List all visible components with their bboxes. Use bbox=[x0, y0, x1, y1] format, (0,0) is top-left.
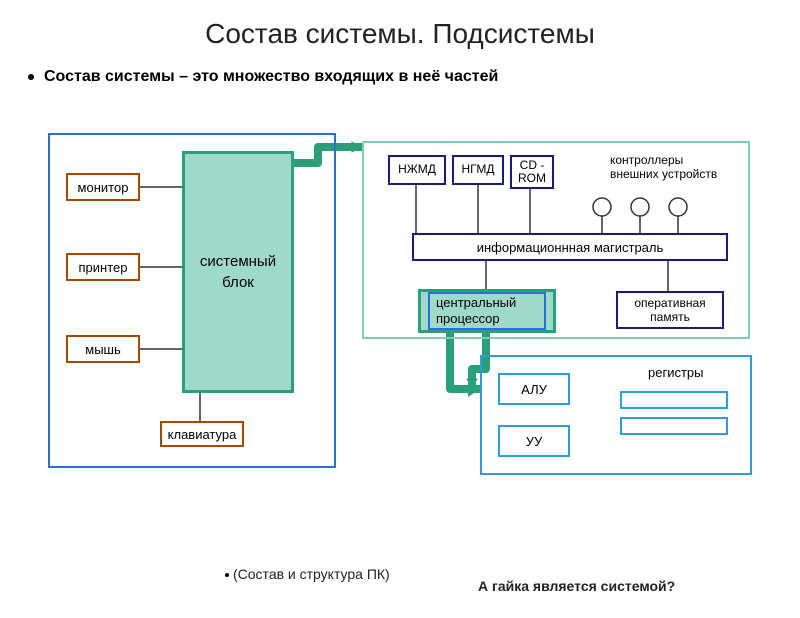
slide-subtitle: Состав системы – это множество входящих … bbox=[28, 68, 800, 86]
alu-block: АЛУ bbox=[498, 373, 570, 405]
registers-label: регистры bbox=[648, 365, 704, 380]
storage-device: НГМД bbox=[452, 155, 504, 185]
control-unit-block: УУ bbox=[498, 425, 570, 457]
peripheral-box: монитор bbox=[66, 173, 140, 201]
controllers-label: контроллерывнешних устройств bbox=[610, 153, 717, 182]
ram-block: оперативнаяпамять bbox=[616, 291, 724, 329]
bullet-icon bbox=[225, 573, 229, 577]
peripheral-box: принтер bbox=[66, 253, 140, 281]
slide-title: Состав системы. Подсистемы bbox=[0, 18, 800, 50]
bullet-icon bbox=[28, 74, 34, 80]
footnote-left: (Состав и структура ПК) bbox=[225, 566, 390, 582]
system-block: системныйблок bbox=[182, 151, 294, 393]
peripheral-box: клавиатура bbox=[160, 421, 244, 447]
register-box bbox=[620, 417, 728, 435]
info-bus: информационнная магистраль bbox=[412, 233, 728, 261]
diagram-canvas: монитор принтер мышь клавиатура системныйбло… bbox=[0, 133, 800, 553]
cpu-block: центральныйпроцессор bbox=[418, 289, 556, 333]
footnote-right: А гайка является системой? bbox=[478, 578, 675, 594]
peripheral-box: мышь bbox=[66, 335, 140, 363]
subtitle-text: Состав системы – это множество входящих … bbox=[44, 68, 498, 85]
storage-device: CD -ROM bbox=[510, 155, 554, 189]
storage-device: НЖМД bbox=[388, 155, 446, 185]
footnote-left-text: (Состав и структура ПК) bbox=[233, 566, 390, 582]
register-box bbox=[620, 391, 728, 409]
